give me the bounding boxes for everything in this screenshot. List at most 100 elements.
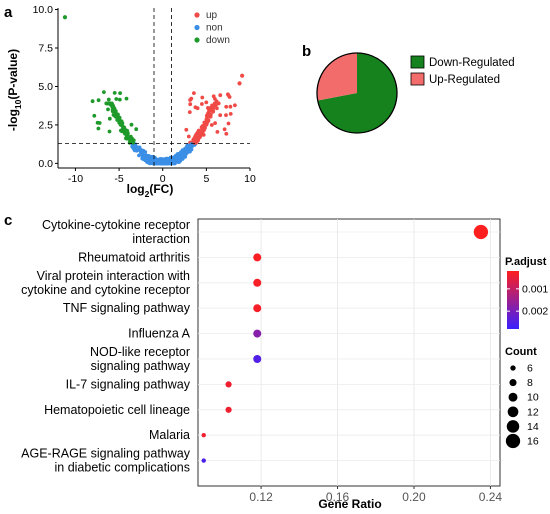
volcano-point xyxy=(218,113,223,118)
volcano-point xyxy=(215,106,219,111)
volcano-point xyxy=(130,145,135,149)
count-legend-dot xyxy=(507,406,519,418)
volcano-y-tick: 10.0 xyxy=(33,4,54,16)
volcano-point xyxy=(114,97,119,101)
volcano-point xyxy=(90,99,95,104)
volcano-point xyxy=(96,126,101,131)
dotplot-x-tick: 0.16 xyxy=(326,490,350,504)
volcano-point xyxy=(138,148,142,152)
volcano-x-tick: 0 xyxy=(160,173,166,185)
dotplot-points xyxy=(201,224,489,463)
volcano-point xyxy=(211,109,216,114)
count-legend-label: 10 xyxy=(527,392,539,404)
volcano-point xyxy=(205,114,209,119)
volcano-y-tick: 5.0 xyxy=(38,81,53,93)
term-label: Viral protein interaction with xyxy=(37,269,190,283)
volcano-point xyxy=(183,150,187,155)
volcano-point xyxy=(129,122,134,127)
volcano-y-tick: 7.5 xyxy=(38,43,53,55)
volcano-point xyxy=(141,148,145,153)
dotplot-x-tick: 0.12 xyxy=(249,490,273,504)
volcano-point xyxy=(97,121,102,125)
padj-tick-label: 0.002 xyxy=(522,306,548,318)
dotplot-point xyxy=(253,253,262,262)
volcano-point xyxy=(233,103,237,108)
volcano-point xyxy=(186,143,191,148)
count-legend-label: 12 xyxy=(527,406,539,418)
dotplot-grid xyxy=(198,219,500,486)
pie-legend-label: Up-Regulated xyxy=(429,74,500,86)
volcano-legend-dot xyxy=(194,37,200,43)
volcano-point xyxy=(157,161,162,166)
dotplot-frame xyxy=(197,218,501,487)
volcano-point xyxy=(161,159,166,164)
volcano-x-tick: 10 xyxy=(244,173,256,185)
volcano-point xyxy=(213,121,218,125)
volcano-x-title: log2(FC) xyxy=(127,182,174,199)
term-label: cytokine and cytokine receptor xyxy=(21,283,190,297)
count-legend-dot xyxy=(509,379,517,387)
volcano-point xyxy=(149,158,154,162)
volcano-point xyxy=(115,118,120,122)
count-legend-dot xyxy=(508,392,518,402)
volcano-point xyxy=(107,116,112,121)
term-label: TNF signaling pathway xyxy=(63,301,191,315)
term-label: interaction xyxy=(132,232,190,246)
count-legend-dot xyxy=(505,433,521,449)
volcano-point xyxy=(204,100,209,105)
volcano-point xyxy=(118,91,122,95)
volcano-y-tick: 0.0 xyxy=(38,158,53,170)
volcano-legend-label: down xyxy=(206,35,230,46)
count-legend-dot xyxy=(506,420,520,433)
volcano-point xyxy=(184,127,189,132)
count-legend-label: 14 xyxy=(527,421,539,433)
dotplot-x-tick: 0.24 xyxy=(479,490,503,504)
volcano-point xyxy=(145,159,149,164)
pie-legend-swatch xyxy=(410,55,425,69)
volcano-point xyxy=(146,154,150,159)
volcano-point xyxy=(209,123,214,127)
dotplot-x-title: Gene Ratio xyxy=(318,497,381,511)
volcano-point xyxy=(131,138,136,143)
volcano-point xyxy=(111,109,116,113)
volcano-point xyxy=(152,161,157,166)
dotplot-point xyxy=(473,224,489,240)
volcano-point xyxy=(107,129,112,134)
volcano-point xyxy=(62,15,68,20)
volcano-y-title: -log10(P-value) xyxy=(6,49,23,131)
volcano-point xyxy=(126,131,130,136)
pie-slice xyxy=(317,53,398,133)
dotplot-point xyxy=(225,381,232,388)
volcano-point xyxy=(228,112,233,116)
volcano-point xyxy=(124,136,128,141)
volcano-point xyxy=(96,98,101,103)
volcano-point xyxy=(141,155,146,160)
volcano-point xyxy=(92,113,97,118)
volcano-point xyxy=(224,113,228,117)
volcano-point xyxy=(211,94,216,99)
volcano-point xyxy=(186,134,191,139)
volcano-x-tick: 5 xyxy=(203,173,209,185)
volcano-point xyxy=(194,140,199,144)
padj-legend-title: P.adjust xyxy=(505,256,547,268)
term-label: Influenza A xyxy=(128,327,191,341)
volcano-points xyxy=(62,15,245,166)
pie-panel: b Down-Regulated Up-Regulated xyxy=(302,43,515,134)
dotplot-point xyxy=(253,355,262,363)
pie-legend-label: Down-Regulated xyxy=(429,57,515,69)
volcano-point xyxy=(112,91,117,95)
padj-tick-label: 0.001 xyxy=(522,283,548,295)
panel-b-label: b xyxy=(302,43,311,60)
volcano-point xyxy=(188,147,193,152)
volcano-point xyxy=(119,128,123,133)
volcano-point xyxy=(195,106,200,111)
volcano-point xyxy=(224,104,229,109)
pie-legend-swatch xyxy=(410,72,425,86)
dotplot-point xyxy=(201,458,206,463)
term-label: in diabetic complications xyxy=(55,461,191,475)
term-label: IL-7 signaling pathway xyxy=(66,377,191,391)
